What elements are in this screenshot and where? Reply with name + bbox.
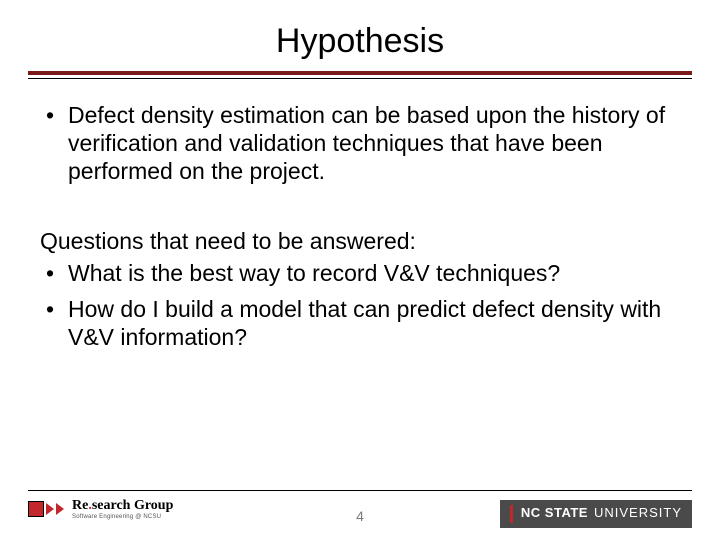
logo-prefix: Re [72, 498, 88, 513]
logo-text: Re.search Group Software Engineering @ N… [72, 498, 173, 520]
ncsu-bold: NC STATE [521, 505, 588, 520]
title-area: Hypothesis [0, 0, 720, 61]
slide-title: Hypothesis [0, 22, 720, 61]
logo-suffix: search Group [92, 498, 174, 513]
logo-subtitle: Software Engineering @ NCSU [72, 514, 173, 520]
rule-thick [28, 71, 692, 75]
list-item: What is the best way to record V&V techn… [40, 259, 680, 287]
slide-body: Defect density estimation can be based u… [0, 79, 720, 351]
footer-rule [28, 490, 692, 491]
logo-square-icon [28, 501, 44, 517]
title-rule [28, 71, 692, 79]
ncsu-bar-icon [510, 505, 513, 523]
logo-main-text: Re.search Group [72, 498, 173, 514]
questions-bullet-list: What is the best way to record V&V techn… [40, 259, 680, 351]
footer: 4 Re.search Group Software Engineering @… [0, 490, 720, 540]
research-group-logo: Re.search Group Software Engineering @ N… [28, 498, 173, 520]
main-bullet-list: Defect density estimation can be based u… [40, 101, 680, 185]
logo-chevron-icon [46, 503, 54, 515]
logo-chevron-icon [56, 503, 64, 515]
list-item: Defect density estimation can be based u… [40, 101, 680, 185]
ncsu-logo: NC STATE UNIVERSITY [500, 500, 692, 528]
questions-intro: Questions that need to be answered: [40, 227, 680, 255]
slide: Hypothesis Defect density estimation can… [0, 0, 720, 540]
list-item: How do I build a model that can predict … [40, 295, 680, 351]
ncsu-light: UNIVERSITY [594, 505, 682, 520]
questions-section: Questions that need to be answered: What… [40, 227, 680, 351]
